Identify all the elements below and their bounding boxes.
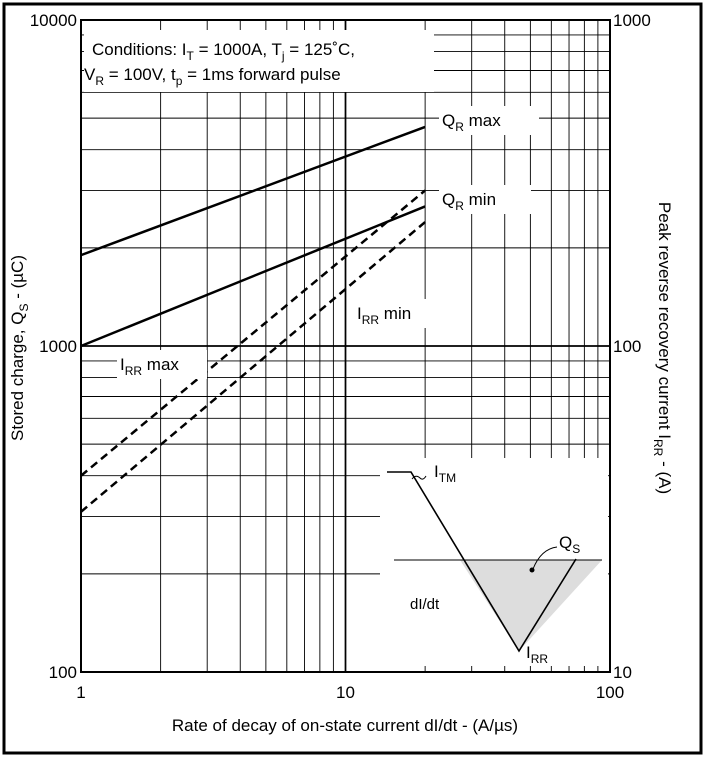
inset-qs-leader xyxy=(532,546,558,570)
inset-itm-marker xyxy=(411,475,427,480)
y-right-tick-label: 100 xyxy=(613,337,641,356)
inset-current-waveform xyxy=(387,471,577,653)
x-tick-label: 100 xyxy=(596,683,624,702)
inset-irr-label: IRR xyxy=(526,643,548,666)
y-axis-right-title: Peak reverse recovery current IRR - (A) xyxy=(651,202,674,494)
x-tick-label: 1 xyxy=(76,683,85,702)
inset-itm-label: ITM xyxy=(434,462,456,485)
series-label-background xyxy=(439,106,539,135)
y-left-tick-label: 1000 xyxy=(39,337,77,356)
y-left-tick-label: 10000 xyxy=(30,11,77,30)
y-axis-left-title: Stored charge, QS - (µC) xyxy=(8,255,31,441)
inset-qs-area xyxy=(460,560,602,651)
series-layer xyxy=(80,125,426,513)
series-label-background xyxy=(439,185,531,214)
y-right-tick-label: 1000 xyxy=(613,11,651,30)
x-axis-title: Rate of decay of on-state current dI/dt … xyxy=(172,716,518,735)
y-left-tick-label: 100 xyxy=(49,663,77,682)
series-line xyxy=(80,189,426,477)
conditions-line-1: Conditions: IT = 1000A, Tj = 125˚C, xyxy=(92,40,355,63)
series-label: QR max xyxy=(442,111,501,134)
series-label: IRR max xyxy=(120,355,179,378)
conditions-box: Conditions: IT = 1000A, Tj = 125˚C, VR =… xyxy=(84,30,434,92)
series-label: QR min xyxy=(442,190,496,213)
series-line xyxy=(80,205,426,348)
inset-qs-dot xyxy=(529,567,535,573)
series-line xyxy=(80,221,426,513)
conditions-line-2: VR = 100V, tp = 1ms forward pulse xyxy=(84,65,341,88)
y-right-tick-label: 10 xyxy=(613,663,632,682)
series-label-background xyxy=(354,299,432,328)
inset-waveform-diagram: ITM QS dI/dt IRR xyxy=(380,458,608,666)
inset-qs-label: QS xyxy=(559,533,580,556)
inset-didt-label: dI/dt xyxy=(410,596,440,613)
series-line xyxy=(80,125,426,257)
x-tick-label: 10 xyxy=(336,683,355,702)
conditions-background xyxy=(84,30,434,92)
series-label: IRR min xyxy=(357,304,411,327)
series-label-background xyxy=(117,350,207,379)
